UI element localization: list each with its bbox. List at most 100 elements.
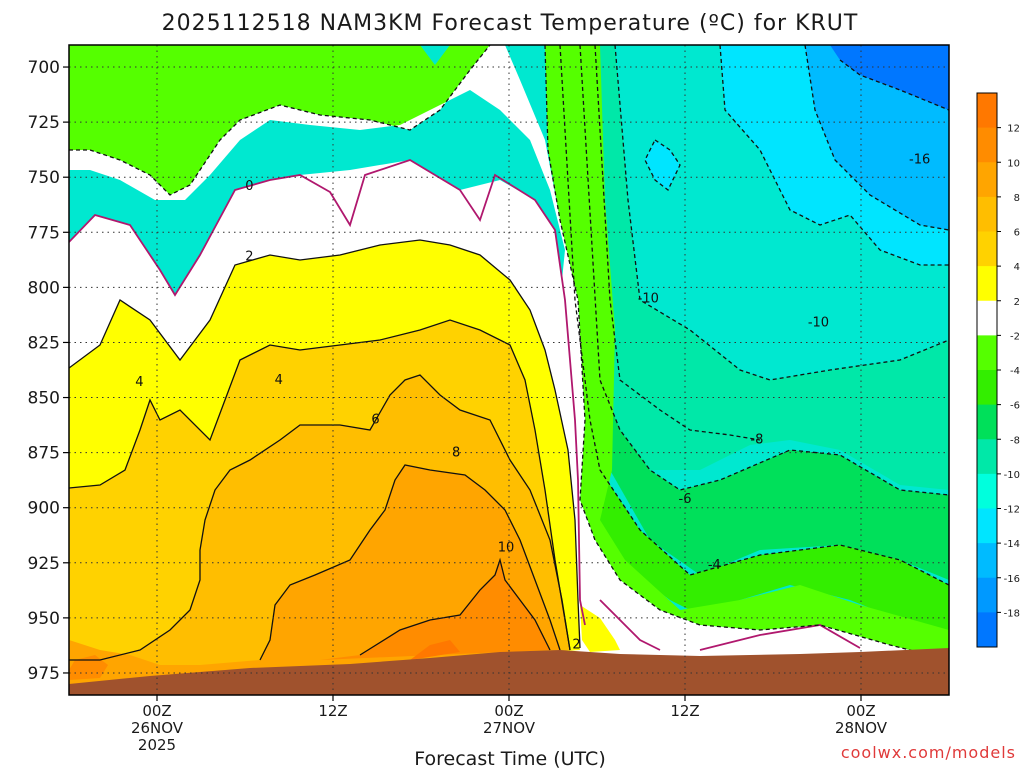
contour-minus-two-topleft (69, 45, 491, 196)
y-tick-label: 975 (28, 664, 60, 684)
x-tick-label: 2025 (138, 736, 176, 754)
contour-zero (69, 159, 586, 626)
y-tick-label: 900 (28, 499, 60, 519)
colorbar-swatch (977, 93, 997, 129)
contour-cyan-pocket (644, 139, 681, 192)
chart-title: 2025112518 NAM3KM Forecast Temperature (… (162, 11, 859, 36)
colorbar: 12 10 8 6 4 2 -2 -4 -6 -8 -10 -12 -14 -16 -18 (976, 92, 1020, 648)
contour-ten (359, 557, 551, 656)
contour-two (69, 239, 581, 649)
contour-label: -8 (750, 432, 763, 447)
contour-label: 4 (275, 373, 283, 388)
x-tick-label: 12Z (318, 702, 347, 720)
y-tick-label: 800 (28, 278, 60, 298)
grid (69, 45, 949, 695)
colorbar-label: 8 (1014, 193, 1020, 204)
colorbar-swatch (977, 162, 997, 198)
y-tick-label: 775 (28, 223, 60, 243)
fill-ten-to-twelve (320, 560, 550, 660)
x-tick-label: 28NOV (835, 719, 888, 737)
contour-label: -10 (808, 316, 829, 331)
colorbar-label: -4 (1010, 366, 1020, 377)
colorbar-label: 12 (1007, 124, 1020, 135)
colorbar-swatch (977, 196, 997, 232)
fill-minus-10 (560, 45, 949, 490)
credit-text: coolwx.com/models (841, 743, 1016, 762)
colorbar-label: -18 (1004, 608, 1020, 619)
contour-labels: 0 2 4 4 6 8 10 2 -10 -10 -8 -6 -4 -16 (135, 153, 930, 653)
colorbar-label: -12 (1004, 505, 1020, 516)
y-tick-label: 825 (28, 333, 60, 353)
x-tick-label: 00Z (494, 702, 523, 720)
fill-two-to-four-right (580, 605, 620, 652)
colorbar-swatch (977, 508, 997, 544)
fill-minus-2 (545, 45, 949, 660)
x-tick-label: 00Z (846, 702, 875, 720)
contour-label: 10 (498, 540, 515, 555)
colorbar-label: 2 (1014, 297, 1020, 308)
contour-minus-eight (594, 45, 761, 441)
contour-lines (69, 45, 949, 661)
fill-minus-2-topleft (69, 45, 490, 195)
colorbar-swatch (977, 370, 997, 406)
colorbar-label: 4 (1014, 262, 1020, 273)
contour-four (69, 319, 571, 651)
colorbar-swatch (977, 300, 997, 336)
fill-minus-18 (830, 45, 949, 110)
x-tick-label: 00Z (142, 702, 171, 720)
colorbar-label: 6 (1014, 228, 1020, 239)
contour-minus-ten (614, 45, 949, 381)
contour-six (69, 374, 571, 661)
contour-minus-fourteen (804, 45, 949, 231)
colorbar-swatch (977, 404, 997, 440)
y-tick-label: 950 (28, 609, 60, 629)
colorbar-label: -16 (1004, 574, 1020, 585)
colorbar-label: -6 (1010, 401, 1020, 412)
y-tick-label: 925 (28, 554, 60, 574)
contour-label: 0 (245, 179, 253, 194)
colorbar-label: 10 (1007, 158, 1020, 169)
colorbar-label: -14 (1004, 539, 1020, 550)
y-tick-label: 750 (28, 168, 60, 188)
contour-label: -10 (638, 291, 659, 306)
contour-minus-sixteen (839, 59, 949, 111)
x-tick-label: 27NOV (483, 719, 536, 737)
contour-label: -6 (679, 492, 692, 507)
y-tick-label: 850 (28, 389, 60, 409)
colorbar-swatch (977, 266, 997, 302)
fill-warm-pocket-left (69, 655, 108, 680)
contour-zero-right (599, 599, 661, 651)
x-axis-title: Forecast Time (UTC) (414, 748, 605, 768)
fill-twelve-plus (410, 640, 460, 660)
y-tick-label: 700 (28, 58, 60, 78)
colorbar-swatch (977, 335, 997, 371)
colorbar-label: -8 (1010, 435, 1020, 446)
contour-zero-lower-right (699, 624, 861, 651)
y-tick-label: 725 (28, 113, 60, 133)
contour-label: 2 (572, 637, 580, 652)
x-tick-label: 26NOV (131, 719, 184, 737)
contour-label: 8 (452, 446, 460, 461)
colorbar-label: -10 (1004, 470, 1020, 481)
contour-label: -4 (708, 558, 721, 573)
colorbar-swatch (977, 612, 997, 648)
y-axis: 700 725 750 775 800 825 850 875 900 925 950 975 (28, 58, 69, 684)
colorbar-swatch (977, 473, 997, 509)
contour-label: -16 (909, 153, 930, 168)
colorbar-swatch (977, 577, 997, 613)
x-tick-label: 12Z (670, 702, 699, 720)
fill-minus-6 (582, 430, 949, 640)
colorbar-swatch (977, 231, 997, 267)
colorbar-swatch (977, 439, 997, 475)
colorbar-swatch (977, 543, 997, 579)
contour-label: 6 (371, 413, 379, 428)
contour-label: 4 (135, 375, 143, 390)
terrain (69, 648, 949, 695)
fill-cyan-pocket (645, 140, 680, 190)
colorbar-label: -2 (1010, 331, 1020, 342)
colorbar-swatch (977, 127, 997, 163)
y-tick-label: 875 (28, 444, 60, 464)
contour-minus-four (559, 45, 949, 586)
